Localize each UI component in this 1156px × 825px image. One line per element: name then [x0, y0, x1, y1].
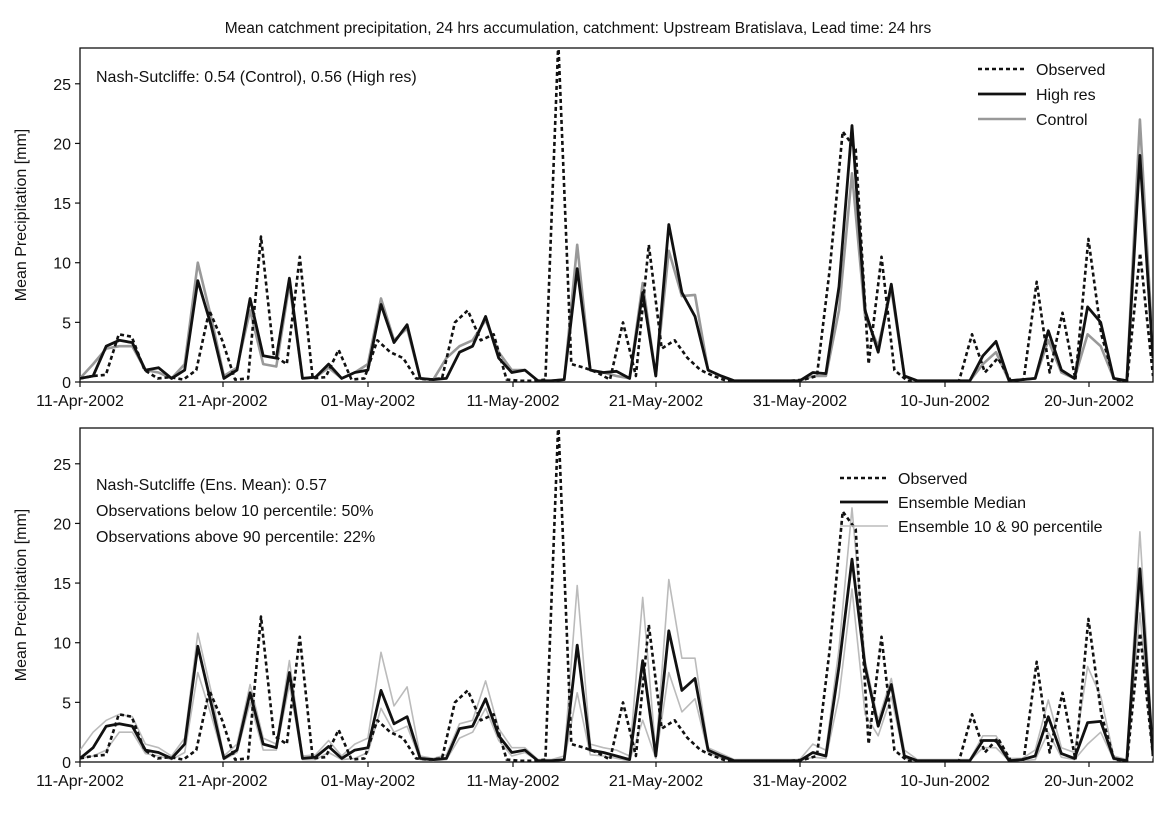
y-tick-label: 25 [53, 77, 71, 94]
x-tick-label: 21-May-2002 [609, 773, 703, 790]
x-tick-label: 10-Jun-2002 [900, 393, 990, 410]
annotation-text: Observations above 90 percentile: 22% [96, 529, 375, 546]
x-tick-label: 21-Apr-2002 [179, 773, 268, 790]
chart-panel-2: 0 5 10 15 20 25 11-Apr-2002 21-Apr-2002 01-May-2… [13, 427, 1154, 790]
y-tick-label: 15 [53, 576, 71, 593]
y-tick-label: 10 [53, 256, 71, 273]
plot-area [80, 428, 1153, 762]
annotation-text: Nash-Sutcliffe: 0.54 (Control), 0.56 (Hi… [96, 69, 417, 86]
x-tick-label: 20-Jun-2002 [1044, 773, 1134, 790]
x-tick-label: 11-May-2002 [466, 773, 559, 790]
y-tick-label: 5 [62, 695, 71, 712]
figure-title: Mean catchment precipitation, 24 hrs acc… [224, 20, 932, 37]
series-line-observed [80, 428, 1153, 762]
y-tick-label: 15 [53, 196, 71, 213]
x-tick-label: 10-Jun-2002 [900, 773, 990, 790]
annotation-text: Observations below 10 percentile: 50% [96, 503, 374, 520]
x-tick-label: 31-May-2002 [753, 773, 847, 790]
x-tick-label: 20-Jun-2002 [1044, 393, 1134, 410]
legend-label: High res [1036, 87, 1096, 104]
series-line-ensemble-median [80, 557, 1153, 762]
y-tick-label: 10 [53, 636, 71, 653]
annotation-text: Nash-Sutcliffe (Ens. Mean): 0.57 [96, 477, 327, 494]
plot-area [80, 48, 1153, 382]
y-axis-label: Mean Precipitation [mm] [13, 509, 30, 682]
x-tick-label: 01-May-2002 [321, 393, 415, 410]
legend-label: Observed [898, 471, 967, 488]
y-tick-label: 25 [53, 457, 71, 474]
legend-label: Observed [1036, 62, 1105, 79]
x-tick-label: 31-May-2002 [753, 393, 847, 410]
y-tick-label: 5 [62, 315, 71, 332]
y-tick-label: 0 [62, 375, 71, 392]
y-axis-label: Mean Precipitation [mm] [13, 129, 30, 302]
chart-panel-1: 0 5 10 15 20 25 11-Apr-2002 21-Apr-2002 01-May-2… [13, 47, 1154, 410]
x-tick-label: 21-May-2002 [609, 393, 703, 410]
y-tick-label: 20 [53, 516, 71, 533]
series-line-observed [80, 48, 1153, 382]
x-tick-label: 11-May-2002 [466, 393, 559, 410]
series-line-high-res [80, 124, 1153, 382]
plot-frame [79, 427, 1154, 763]
legend-label: Control [1036, 112, 1088, 129]
legend-label: Ensemble 10 & 90 percentile [898, 519, 1103, 536]
y-tick-label: 20 [53, 136, 71, 153]
x-tick-label: 21-Apr-2002 [179, 393, 268, 410]
legend-label: Ensemble Median [898, 495, 1026, 512]
x-tick-label: 01-May-2002 [321, 773, 415, 790]
y-tick-label: 0 [62, 755, 71, 772]
x-tick-label: 11-Apr-2002 [36, 393, 124, 410]
plot-frame [79, 47, 1154, 383]
x-tick-label: 11-Apr-2002 [36, 773, 124, 790]
